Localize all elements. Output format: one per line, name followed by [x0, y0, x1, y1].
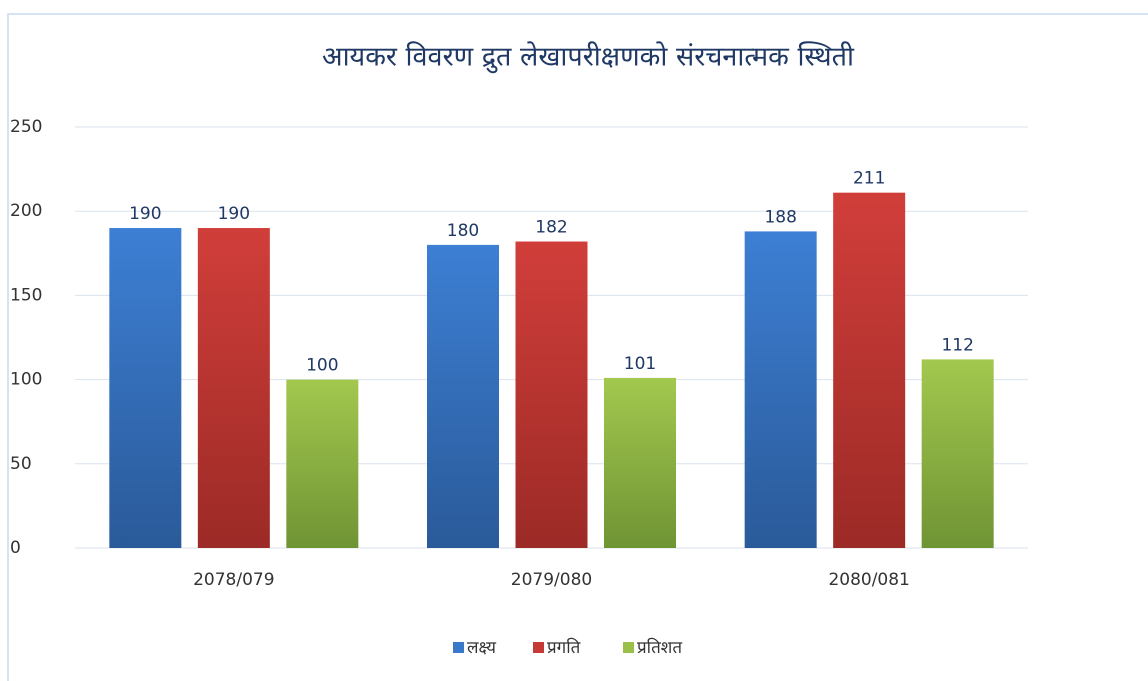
legend-label: प्रगति — [547, 637, 581, 658]
y-tick-label: 100 — [10, 370, 42, 390]
bar — [921, 359, 994, 548]
bar — [744, 231, 817, 548]
bar — [109, 228, 182, 549]
data-label: 188 — [764, 207, 796, 227]
x-tick-label: 2078/079 — [193, 570, 274, 590]
data-label: 211 — [853, 169, 885, 189]
chart-frame — [7, 13, 1148, 681]
legend-swatch — [533, 642, 544, 653]
data-label: 101 — [624, 354, 656, 374]
legend-label: प्रतिशत — [637, 637, 682, 658]
y-tick-label: 0 — [10, 538, 21, 558]
data-label: 190 — [129, 204, 161, 224]
y-tick-label: 50 — [10, 454, 32, 474]
data-label: 190 — [218, 204, 250, 224]
data-label: 100 — [306, 356, 338, 376]
legend-swatch — [623, 642, 634, 653]
data-label: 180 — [447, 221, 479, 241]
bar — [197, 228, 270, 549]
bar — [286, 379, 359, 548]
y-tick-label: 150 — [10, 285, 42, 305]
bar — [833, 192, 906, 548]
x-tick-label: 2080/081 — [828, 570, 909, 590]
y-tick-label: 250 — [10, 117, 42, 137]
data-label: 112 — [941, 335, 973, 355]
data-label: 182 — [535, 218, 567, 238]
legend-swatch — [453, 642, 464, 653]
chart-title: आयकर विवरण द्रुत लेखापरीक्षणको संरचनात्म… — [322, 41, 855, 74]
bar — [604, 377, 676, 548]
x-tick-label: 2079/080 — [511, 570, 592, 590]
bar — [427, 244, 499, 548]
legend-label: लक्ष्य — [467, 638, 497, 658]
y-tick-label: 200 — [10, 201, 42, 221]
bar — [515, 241, 588, 548]
